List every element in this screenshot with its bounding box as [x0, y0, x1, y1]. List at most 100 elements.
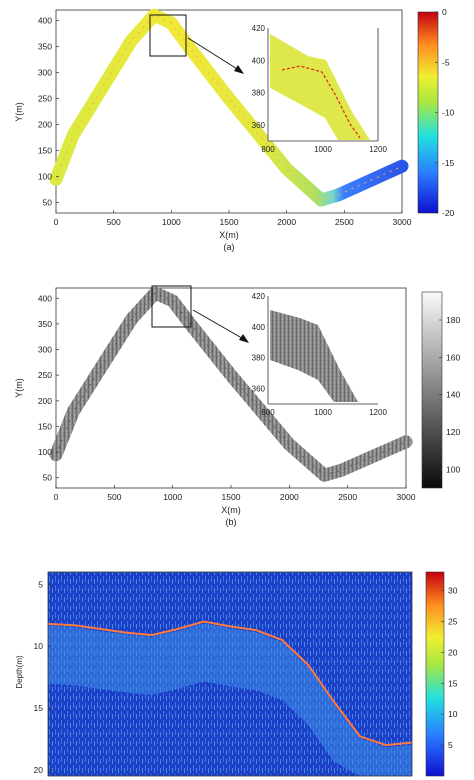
panel-a: 0 500 1000 1500 2000 2500 3000 501001502002503… — [14, 7, 455, 252]
panel-c-colorbar-ticks: 30 25 20 15 10 5 — [441, 586, 458, 750]
panel-a-zoom-arrow — [187, 37, 243, 73]
colorbar-tick-label: 25 — [448, 616, 458, 626]
panel-b-zoom-arrowhead — [239, 334, 249, 343]
colorbar-tick-label: 120 — [446, 427, 460, 437]
y-tick-label: 50 — [43, 473, 53, 483]
x-tick-label: 0 — [54, 492, 59, 502]
panel-c: 5 10 15 20 Depth(m) 30 25 20 15 10 5 — [15, 571, 458, 777]
panel-b-zoom-arrow — [192, 309, 248, 342]
inset-y-tick-label: 420 — [252, 292, 266, 301]
inset-y-tick-label: 380 — [252, 89, 266, 98]
y-tick-label: 5 — [38, 579, 43, 589]
panel-a-x-label: X(m) — [219, 230, 239, 240]
panel-b-caption: (b) — [226, 517, 237, 527]
colorbar-tick-label: 160 — [446, 352, 460, 362]
x-tick-label: 2500 — [335, 217, 354, 227]
colorbar-tick-label: -15 — [442, 158, 455, 168]
colorbar-tick-label: 180 — [446, 315, 460, 325]
panel-a-x-ticks: 0 500 1000 1500 2000 2500 3000 — [54, 210, 412, 227]
panel-c-seabed-line — [47, 620, 413, 747]
y-tick-label: 15 — [34, 703, 44, 713]
panel-b-inset-track — [270, 310, 358, 402]
x-tick-label: 2500 — [338, 492, 357, 502]
x-tick-label: 1000 — [162, 217, 181, 227]
y-tick-label: 400 — [38, 293, 52, 303]
x-tick-label: 2000 — [277, 217, 296, 227]
colorbar-tick-label: -10 — [442, 108, 455, 118]
x-tick-label: 1500 — [220, 217, 239, 227]
colorbar-tick-label: 100 — [446, 464, 460, 474]
panel-a-caption: (a) — [224, 242, 235, 252]
panel-c-y-label: Depth(m) — [15, 655, 24, 689]
panel-b-x-label: X(m) — [221, 505, 241, 515]
x-tick-label: 3000 — [393, 217, 412, 227]
inset-y-tick-label: 420 — [252, 24, 266, 33]
inset-x-tick-label: 1200 — [369, 145, 387, 154]
panel-c-sediment-band — [48, 623, 412, 776]
y-tick-label: 350 — [38, 41, 52, 51]
panel-b-colorbar: 180 160 140 120 100 — [421, 291, 460, 489]
y-tick-label: 150 — [38, 146, 52, 156]
inset-x-tick-label: 800 — [261, 145, 275, 154]
panel-b: 0 500 1000 1500 2000 2500 3000 50 100 150 200 250 3… — [14, 285, 460, 527]
colorbar-tick-label: 140 — [446, 390, 460, 400]
y-tick-label: 200 — [38, 120, 52, 130]
panel-b-x-ticks: 0 500 1000 1500 2000 2500 3000 — [54, 485, 416, 502]
y-tick-label: 400 — [38, 15, 52, 25]
panel-b-y-label: Y(m) — [14, 378, 24, 398]
panel-a-y-label: Y(m) — [14, 102, 24, 122]
panel-b-colorbar-ticks: 180 160 140 120 100 — [439, 315, 460, 474]
y-tick-label: 250 — [38, 93, 52, 103]
panel-b-inset: 800 1000 1200 360 380 400 420 — [252, 292, 388, 417]
panel-a-zoom-box — [149, 14, 187, 57]
x-tick-label: 1500 — [222, 492, 241, 502]
colorbar-tick-label: 10 — [448, 709, 458, 719]
panel-a-colorbar-ticks: 0 -5 -10 -15 -20 — [435, 7, 455, 218]
panel-a-colorbar: 0 -5 -10 -15 -20 — [417, 7, 455, 218]
x-tick-label: 1000 — [163, 492, 182, 502]
y-tick-label: 300 — [38, 67, 52, 77]
x-tick-label: 3000 — [397, 492, 416, 502]
x-tick-label: 500 — [107, 217, 121, 227]
colorbar-tick-label: -20 — [442, 208, 455, 218]
panel-c-colorbar-scale — [425, 571, 445, 777]
y-tick-label: 100 — [38, 447, 52, 457]
x-tick-label: 2000 — [280, 492, 299, 502]
inset-y-tick-label: 360 — [252, 121, 266, 130]
x-tick-label: 0 — [54, 217, 59, 227]
panel-b-y-ticks: 50 100 150 200 250 300 350 400 — [38, 293, 59, 483]
colorbar-tick-label: 30 — [448, 586, 458, 596]
inset-x-tick-label: 1200 — [369, 408, 387, 417]
y-tick-label: 100 — [38, 172, 52, 182]
inset-y-tick-label: 400 — [252, 323, 266, 332]
y-tick-label: 250 — [38, 370, 52, 380]
y-tick-label: 10 — [34, 641, 44, 651]
colorbar-tick-label: 15 — [448, 678, 458, 688]
x-tick-label: 500 — [107, 492, 121, 502]
panel-b-zoom-box — [151, 285, 192, 328]
y-tick-label: 350 — [38, 319, 52, 329]
b-track-centerline — [55, 292, 407, 476]
inset-y-tick-label: 380 — [252, 354, 266, 363]
colorbar-tick-label: 0 — [442, 7, 447, 17]
panel-b-colorbar-scale — [421, 291, 443, 489]
panel-b-survey-track — [49, 286, 413, 482]
colorbar-tick-label: 5 — [448, 740, 453, 750]
panel-a-inset-ticks: 800 1000 1200 360 380 400 420 — [252, 24, 388, 154]
inset-x-tick-label: 1000 — [314, 145, 332, 154]
panel-a-inset: 800 1000 1200 360 380 400 420 — [252, 24, 388, 154]
y-tick-label: 20 — [34, 765, 44, 775]
panel-c-axes — [47, 571, 413, 777]
panel-a-inset-track — [270, 34, 370, 140]
panel-c-y-ticks: 5 10 15 20 — [34, 579, 51, 775]
a-track-centerline — [55, 14, 403, 201]
inset-y-tick-label: 360 — [252, 385, 266, 394]
colorbar-tick-label: 20 — [448, 647, 458, 657]
panel-a-zoom-arrowhead — [234, 65, 244, 74]
panel-b-inset-ticks: 800 1000 1200 360 380 400 420 — [252, 292, 388, 417]
y-tick-label: 200 — [38, 396, 52, 406]
y-tick-label: 150 — [38, 421, 52, 431]
inset-x-tick-label: 1000 — [314, 408, 332, 417]
colorbar-tick-label: -5 — [442, 57, 450, 67]
